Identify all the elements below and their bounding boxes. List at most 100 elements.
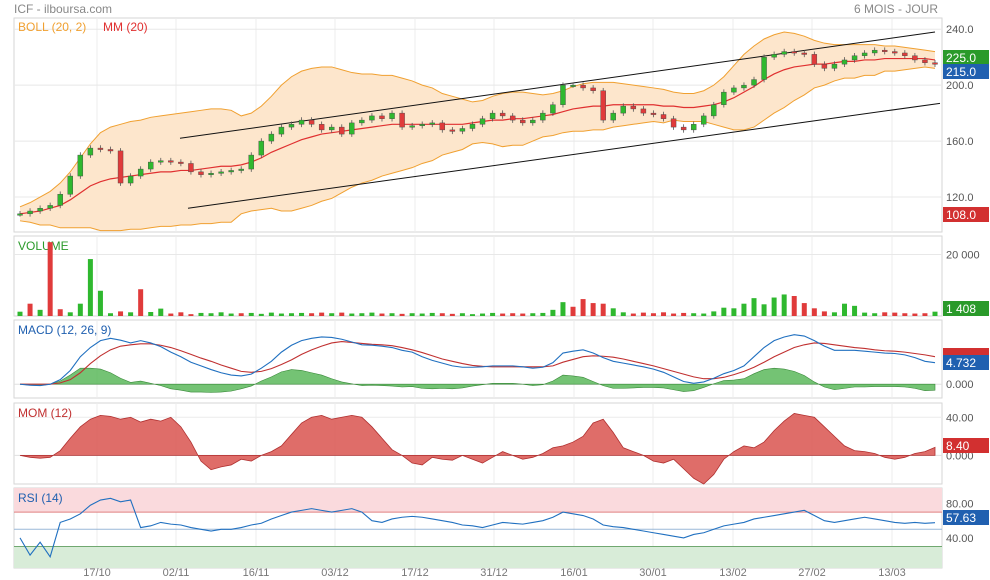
price-candle bbox=[550, 104, 556, 114]
price-candle bbox=[178, 161, 184, 164]
volume-bar bbox=[912, 313, 918, 316]
volume-bar bbox=[620, 312, 626, 316]
price-candle bbox=[801, 52, 807, 55]
volume-bar bbox=[791, 296, 797, 316]
volume-bar bbox=[309, 313, 315, 316]
price-candle bbox=[922, 59, 928, 63]
macd-tag-box bbox=[943, 355, 989, 370]
volume-bar bbox=[771, 297, 777, 316]
price-candle bbox=[620, 105, 626, 114]
volume-bar bbox=[701, 313, 707, 316]
volume-bar bbox=[640, 312, 646, 316]
price-candle bbox=[520, 119, 526, 124]
price-candle bbox=[489, 112, 496, 119]
volume-bar bbox=[87, 259, 93, 316]
mom-tick-label: 40.00 bbox=[946, 412, 974, 424]
price-candle bbox=[218, 171, 224, 174]
x-tick-label: 03/12 bbox=[321, 567, 349, 579]
volume-title: VOLUME bbox=[18, 239, 69, 253]
rsi-oversold-band bbox=[14, 546, 942, 568]
volume-bar bbox=[57, 309, 63, 316]
price-tick-label: 120.0 bbox=[946, 192, 974, 204]
volume-bar bbox=[107, 313, 113, 316]
price-candle bbox=[258, 140, 265, 156]
rsi-overbought-band bbox=[14, 488, 942, 513]
price-candle bbox=[499, 112, 506, 117]
price-tick-label: 160.0 bbox=[946, 136, 974, 148]
volume-bar bbox=[439, 313, 445, 316]
x-tick-label: 16/11 bbox=[243, 567, 270, 579]
volume-bar bbox=[459, 313, 465, 316]
volume-bar bbox=[469, 314, 475, 316]
price-candle bbox=[188, 163, 194, 173]
price-candle bbox=[127, 175, 134, 184]
pane-1 bbox=[13, 235, 943, 317]
volume-bar bbox=[530, 313, 536, 316]
price-candle bbox=[349, 122, 355, 135]
price-candle bbox=[47, 205, 53, 209]
price-tick-label: 200.0 bbox=[946, 80, 974, 92]
price-candle bbox=[791, 51, 797, 54]
price-candle bbox=[861, 52, 868, 56]
x-tick-label: 02/11 bbox=[163, 567, 190, 579]
price-candle bbox=[329, 126, 335, 131]
price-candle bbox=[238, 168, 244, 171]
volume-bar bbox=[630, 313, 636, 316]
price-candle bbox=[57, 194, 63, 206]
volume-bar bbox=[369, 312, 375, 316]
mom-tag-box bbox=[943, 438, 989, 453]
source-label: ICF - ilboursa.com bbox=[14, 2, 113, 16]
price-candle bbox=[761, 56, 767, 80]
volume-bar bbox=[238, 313, 244, 316]
price-tag-box bbox=[943, 50, 989, 65]
price-candle bbox=[37, 208, 43, 212]
volume-bar bbox=[258, 313, 264, 316]
rsi-tick-label: 40.00 bbox=[946, 533, 974, 545]
price-candle bbox=[731, 87, 737, 93]
volume-bar bbox=[550, 309, 556, 316]
price-candle bbox=[600, 90, 606, 121]
volume-bar bbox=[429, 312, 435, 316]
volume-bar bbox=[480, 313, 486, 316]
price-candle bbox=[77, 154, 84, 177]
volume-bar bbox=[872, 313, 878, 316]
volume-bar bbox=[882, 312, 888, 316]
macd-tick-label: 0.000 bbox=[946, 379, 974, 391]
price-candle bbox=[117, 150, 124, 184]
price-tag-label: 225.0 bbox=[946, 51, 976, 65]
mom-tag-label: 8.40 bbox=[946, 439, 970, 453]
x-tick-label: 31/12 bbox=[480, 567, 508, 579]
mom-title: MOM (12) bbox=[18, 406, 72, 420]
volume-bar bbox=[902, 313, 908, 316]
price-candle bbox=[359, 119, 365, 124]
x-tick-label: 17/10 bbox=[83, 567, 111, 579]
price-candle bbox=[369, 115, 375, 121]
volume-bar bbox=[661, 312, 667, 316]
price-candle bbox=[379, 115, 385, 119]
macd-signal-line bbox=[20, 341, 936, 385]
price-candle bbox=[882, 49, 888, 52]
x-tick-label: 27/02 bbox=[798, 567, 826, 579]
volume-bar bbox=[842, 303, 848, 316]
price-candle bbox=[268, 133, 275, 142]
volume-bar bbox=[650, 313, 656, 316]
boll-legend: BOLL (20, 2) bbox=[18, 20, 86, 34]
volume-bar bbox=[118, 311, 124, 316]
volume-bar bbox=[188, 314, 194, 316]
volume-bar bbox=[288, 313, 294, 316]
volume-bar bbox=[852, 305, 858, 316]
price-candle bbox=[469, 124, 476, 129]
volume-bar bbox=[138, 289, 144, 316]
price-candle bbox=[449, 129, 456, 132]
volume-bar bbox=[490, 312, 496, 316]
price-candle bbox=[248, 154, 254, 170]
period-label: 6 MOIS - JOUR bbox=[853, 2, 938, 16]
x-tick-label: 16/01 bbox=[560, 567, 588, 579]
volume-bar bbox=[77, 303, 83, 316]
trend-channel-line bbox=[187, 102, 941, 209]
ma20-line bbox=[19, 57, 936, 215]
volume-bar bbox=[711, 311, 717, 316]
pane-2 bbox=[13, 319, 943, 399]
price-candle bbox=[168, 160, 174, 163]
price-candle bbox=[701, 115, 707, 125]
